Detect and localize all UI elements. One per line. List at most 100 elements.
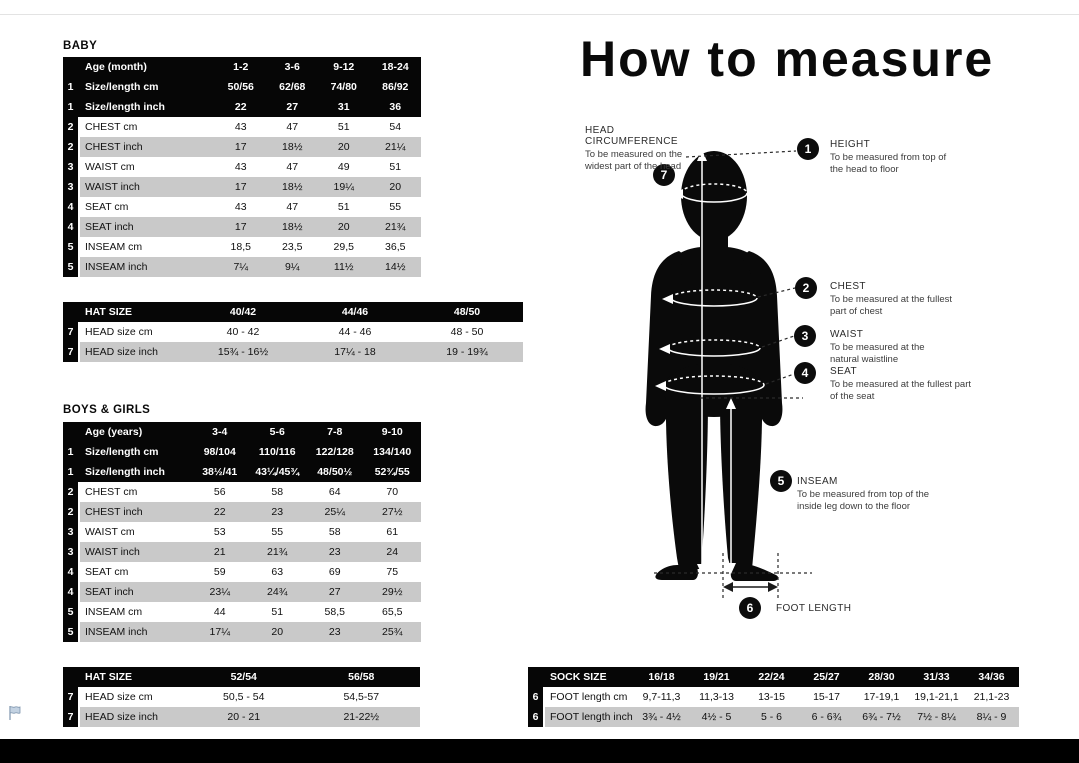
table-cell: HAT SIZE (85, 306, 133, 318)
table-cell: 59 (213, 566, 226, 578)
table-cell: 69 (328, 566, 341, 578)
table-cell: 48/50½ (317, 466, 353, 478)
table-cell: 4 (63, 197, 80, 217)
table-cell: 17 (234, 221, 247, 233)
head-circumference-label: HEAD CIRCUMFERENCE To be measured on the… (585, 125, 683, 172)
table-cell: 4 (63, 217, 80, 237)
table-cell (63, 667, 80, 687)
table-cell: 16/18 (648, 671, 675, 683)
table-cell: 58,5 (324, 606, 345, 618)
table-cell: 22 (213, 506, 226, 518)
table-cell: 58 (328, 526, 341, 538)
table-cell: 2 (63, 482, 80, 502)
table-cell: HEAD size inch (85, 346, 158, 358)
table-cell: 19/21 (703, 671, 730, 683)
table-row: SOCK SIZE 16/18 19/21 22/24 25/27 28/30 31/33 3… (528, 667, 1019, 687)
table-cell: 19,1-21,1 (914, 691, 959, 703)
table-cell: 51 (337, 121, 350, 133)
table-cell: 2 (63, 502, 80, 522)
table-cell: 110/116 (258, 446, 296, 458)
table-cell: 20 (389, 181, 402, 193)
table-cell: WAIST cm (85, 526, 135, 538)
table-cell: 8¼ - 9 (976, 711, 1007, 723)
table-row: Age (month) 1-2 3-6 9-12 18-24 (63, 57, 421, 77)
table-cell: 17¼ - 18 (334, 346, 376, 358)
flag-icon[interactable] (6, 703, 26, 723)
table-cell: HEAD size cm (85, 691, 153, 703)
table-cell: 5 - 6 (760, 711, 782, 723)
table-cell: SEAT cm (85, 566, 129, 578)
table-cell: HEAD size inch (85, 711, 158, 723)
table-cell: 64 (328, 486, 341, 498)
table-cell: 23¼ (209, 586, 230, 598)
table-cell: 19 - 19¾ (446, 346, 488, 358)
table-cell: 7 (63, 342, 80, 362)
table-cell: 2 (63, 117, 80, 137)
table-cell: 17¼ (209, 626, 230, 638)
table-cell: 31/33 (923, 671, 950, 683)
table-row: 5 INSEAM inch 7¼ 9¼ 11½ 14½ (63, 257, 421, 277)
table-cell: 9¼ (284, 261, 300, 273)
table-cell: 5 (63, 602, 80, 622)
table-cell: 21¾ (385, 221, 406, 233)
table-cell: 6 (528, 687, 545, 707)
table-cell: 75 (386, 566, 399, 578)
table-row: 3 WAIST cm 53 55 58 61 (63, 522, 421, 542)
table-cell: 3¾ - 4½ (642, 711, 681, 723)
table-cell: 11,3-13 (699, 691, 734, 703)
table-row: 4 SEAT inch 17 18½ 20 21¾ (63, 217, 421, 237)
table-cell: 21,1-23 (973, 691, 1010, 703)
table-row: 3 WAIST inch 21 21¾ 23 24 (63, 542, 421, 562)
table-row: Age (years) 3-4 5-6 7-8 9-10 (63, 422, 421, 442)
table-cell: 50,5 - 54 (223, 691, 265, 703)
table-cell: 4 (63, 562, 80, 582)
table-cell: 54 (389, 121, 402, 133)
table-cell: 51 (389, 161, 402, 173)
table-row: 2 CHEST inch 22 23 25¼ 27½ (63, 502, 421, 522)
table-cell: CHEST inch (85, 141, 143, 153)
table-cell: 98/104 (203, 446, 236, 458)
table-cell: 3 (63, 177, 80, 197)
table-cell: 1 (63, 97, 80, 117)
table-cell: 17 (234, 141, 247, 153)
table-row: 4 SEAT cm 59 63 69 75 (63, 562, 421, 582)
table-cell: 3 (63, 522, 80, 542)
table-cell: 36 (389, 101, 402, 113)
table-cell: 15-17 (813, 691, 840, 703)
table-row: 4 SEAT inch 23¼ 24¾ 27 29½ (63, 582, 421, 602)
table-cell: 20 - 21 (227, 711, 261, 723)
table-cell: HEAD size cm (85, 326, 153, 338)
table-cell: 43¼/45¾ (255, 466, 300, 478)
table-row: 7 HEAD size cm 50,5 - 54 54,5-57 (63, 687, 420, 707)
table-cell: 61 (386, 526, 399, 538)
table-cell: 3 (63, 157, 80, 177)
table-cell (63, 422, 80, 442)
baby-hat-size-table: HAT SIZE 40/42 44/46 48/50 7 HEAD size cm 40 -… (63, 302, 523, 362)
table-cell: 40/42 (229, 306, 257, 318)
table-cell: 9-10 (381, 426, 403, 438)
table-row: 2 CHEST cm 43 47 51 54 (63, 117, 421, 137)
table-cell: 52/54 (230, 671, 257, 683)
measure-arrowheads (655, 150, 736, 575)
table-cell: 7 (63, 687, 80, 707)
child-silhouette (645, 151, 783, 581)
table-cell: 20 (337, 141, 350, 153)
table-cell: 23 (328, 546, 341, 558)
table-row: 5 INSEAM cm 18,5 23,5 29,5 36,5 (63, 237, 421, 257)
table-cell: 55 (389, 201, 402, 213)
height-badge: 1 (797, 138, 819, 160)
table-row: 7 HEAD size inch 15¾ - 16½ 17¼ - 18 19 - 19¾ (63, 342, 523, 362)
table-row: 7 HEAD size inch 20 - 21 21-22½ (63, 707, 420, 727)
table-cell: 44 (213, 606, 226, 618)
table-cell: 43 (234, 121, 247, 133)
body-silhouette-illustration (645, 150, 812, 601)
head-circumference-badge: 7 (653, 164, 675, 186)
table-row: 7 HEAD size cm 40 - 42 44 - 46 48 - 50 (63, 322, 523, 342)
table-row: 4 SEAT cm 43 47 51 55 (63, 197, 421, 217)
table-cell: 22 (234, 101, 247, 113)
table-cell: 27½ (382, 506, 403, 518)
table-cell: 6¾ - 7½ (862, 711, 901, 723)
table-cell: 22/24 (758, 671, 785, 683)
table-cell: 15¾ - 16½ (217, 346, 269, 358)
table-cell: 49 (337, 161, 350, 173)
